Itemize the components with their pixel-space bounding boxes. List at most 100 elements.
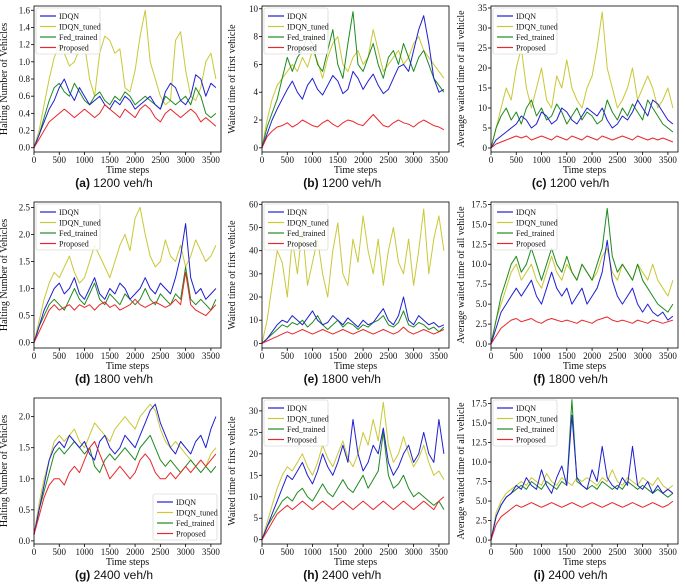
- legend-box: [263, 203, 329, 251]
- legend-box: [35, 7, 101, 55]
- plot-frame: [33, 201, 222, 349]
- legend-label: Fed_trained: [516, 229, 554, 238]
- x-tick-label: 1500: [101, 155, 120, 165]
- x-tick-label: 500: [509, 155, 523, 165]
- x-tick-label: 2500: [608, 155, 627, 165]
- chart-panel-h: 0 500 1000 1500 2000 2500 3000 3500 0 5 10 15 20 25 30…: [228, 392, 456, 588]
- x-tick-label: 0: [260, 155, 265, 165]
- y-tick-label: 1.5: [19, 256, 31, 266]
- plot-frame: [33, 397, 222, 545]
- caption-text: 1200 veh/h: [318, 176, 382, 190]
- series-line-idqn: [261, 419, 445, 540]
- legend-label: Fed_trained: [59, 33, 97, 42]
- series-line-idqn-tuned: [490, 469, 673, 541]
- series-line-fed-trained: [261, 431, 445, 540]
- y-tick-label: 2.5: [19, 202, 31, 212]
- legend-label: IDQN: [287, 12, 307, 21]
- chart-panel-d: 0 500 1000 1500 2000 2500 3000 3500 0.0 0.5 1.0 1.5…: [0, 196, 228, 392]
- x-tick-label: 1000: [76, 351, 95, 361]
- chart-a: 0 500 1000 1500 2000 2500 3000 3500 0.0 0.2 0.4 0.6…: [0, 5, 222, 176]
- y-tick-label: 1.0: [19, 57, 31, 67]
- x-tick-label: 500: [281, 351, 295, 361]
- series-line-proposed: [490, 316, 673, 345]
- legend-label: IDQN_tuned: [59, 22, 101, 31]
- series-line-idqn: [261, 296, 445, 344]
- y-tick-label: 50: [249, 222, 259, 232]
- series-line-proposed: [33, 441, 217, 535]
- chart-f: 0 500 1000 1500 2000 2500 3000 3500 0.0 2.5 5.0 7.5…: [457, 199, 678, 372]
- y-tick-label: 6: [254, 59, 259, 69]
- y-axis-label: Waited time of first vehicle: [228, 416, 238, 526]
- x-axis-label: Time steps: [106, 361, 149, 372]
- legend-label: IDQN: [516, 208, 536, 217]
- x-tick-label: 2500: [380, 155, 399, 165]
- x-tick-label: 1000: [532, 351, 551, 361]
- legend-label: IDQN: [59, 208, 79, 217]
- x-tick-label: 3000: [633, 351, 652, 361]
- x-axis-label: Time steps: [562, 165, 605, 176]
- y-tick-label: 30: [249, 406, 259, 416]
- x-tick-label: 0: [260, 547, 265, 557]
- panel-caption: (g) 2400 veh/h: [0, 568, 228, 582]
- x-tick-label: 500: [281, 155, 295, 165]
- y-tick-label: 12.5: [471, 438, 487, 448]
- x-tick-label: 500: [509, 351, 523, 361]
- x-tick-label: 3500: [430, 351, 449, 361]
- series-line-proposed: [490, 135, 673, 149]
- x-tick-label: 1000: [304, 351, 323, 361]
- caption-letter: (a): [75, 176, 90, 190]
- x-axis-label: Time steps: [562, 361, 605, 372]
- caption-letter: (f): [533, 372, 546, 386]
- y-axis-label: Average waited time of all vehicle: [457, 10, 467, 148]
- x-tick-label: 2000: [126, 155, 145, 165]
- legend-box: [492, 399, 557, 447]
- legend-label: Proposed: [176, 529, 206, 538]
- y-tick-label: 25: [478, 43, 488, 53]
- legend-label: IDQN: [516, 12, 536, 21]
- series-line-idqn: [490, 99, 673, 149]
- x-tick-label: 2500: [151, 155, 170, 165]
- x-tick-label: 3000: [405, 351, 424, 361]
- x-tick-label: 500: [509, 547, 523, 557]
- legend-label: Fed_trained: [287, 425, 325, 434]
- legend-label: IDQN_tuned: [287, 218, 329, 227]
- panel-caption: (h) 2400 veh/h: [228, 568, 456, 582]
- y-tick-label: 10: [249, 492, 259, 502]
- x-tick-label: 0: [32, 547, 37, 557]
- y-axis-label: Halting Number of Vehicles: [0, 23, 10, 135]
- series-line-proposed: [490, 500, 673, 541]
- x-tick-label: 1000: [76, 155, 95, 165]
- y-tick-label: 2.5: [475, 319, 487, 329]
- y-tick-label: 0: [254, 338, 259, 348]
- series-line-idqn: [33, 403, 217, 535]
- y-tick-label: 7.5: [475, 279, 487, 289]
- legend-label: Proposed: [516, 435, 546, 444]
- legend-label: IDQN_tuned: [516, 414, 558, 423]
- y-tick-label: 2.5: [475, 516, 487, 526]
- y-tick-label: 5: [482, 123, 487, 133]
- x-tick-label: 3500: [658, 547, 677, 557]
- series-line-idqn-tuned: [261, 29, 445, 148]
- x-tick-label: 3000: [177, 351, 196, 361]
- caption-text: 1800 veh/h: [90, 372, 154, 386]
- series-line-proposed: [261, 496, 445, 540]
- legend-box: [492, 7, 557, 55]
- x-tick-label: 1000: [76, 547, 95, 557]
- legend-label: IDQN_tuned: [176, 508, 218, 517]
- plot-frame: [261, 201, 450, 349]
- caption-letter: (h): [303, 568, 319, 582]
- y-tick-label: 0.5: [19, 505, 31, 515]
- panel-caption: (d) 1800 veh/h: [0, 372, 228, 386]
- legend-label: Proposed: [287, 435, 317, 444]
- x-tick-label: 3500: [202, 155, 221, 165]
- x-tick-label: 0: [488, 547, 493, 557]
- chart-panel-f: 0 500 1000 1500 2000 2500 3000 3500 0.0 2.5 5.0 7.5…: [457, 196, 685, 392]
- x-tick-label: 1000: [304, 155, 323, 165]
- legend-label: IDQN_tuned: [516, 22, 558, 31]
- x-tick-label: 2500: [151, 351, 170, 361]
- panel-caption: (e) 1800 veh/h: [228, 372, 456, 386]
